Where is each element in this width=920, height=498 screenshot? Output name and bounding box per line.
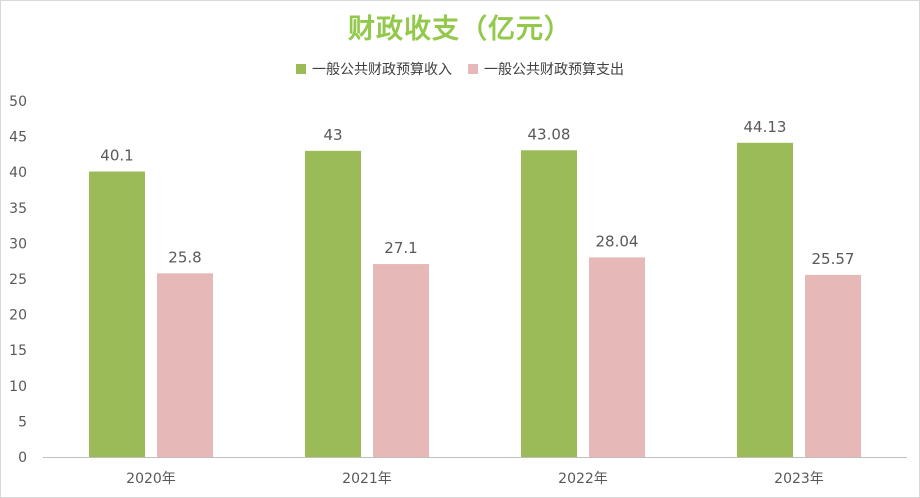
data-label: 25.57 bbox=[812, 250, 855, 268]
bar bbox=[589, 257, 645, 457]
chart-title: 财政收支（亿元） bbox=[348, 14, 572, 45]
y-tick-label: 30 bbox=[9, 236, 27, 252]
y-tick-label: 35 bbox=[9, 201, 27, 217]
y-tick-label: 20 bbox=[9, 308, 27, 324]
legend-swatch-income bbox=[296, 64, 306, 74]
bar bbox=[737, 142, 793, 457]
legend-label-expense: 一般公共财政预算支出 bbox=[484, 62, 624, 78]
y-tick-label: 5 bbox=[18, 414, 27, 430]
bar bbox=[305, 150, 361, 457]
bar bbox=[521, 150, 577, 458]
y-tick-label: 0 bbox=[18, 450, 27, 466]
y-tick-label: 15 bbox=[9, 343, 27, 359]
legend-swatch-expense bbox=[468, 64, 478, 74]
y-tick-label: 50 bbox=[9, 94, 27, 110]
legend-item-expense: 一般公共财政预算支出 bbox=[468, 59, 624, 79]
bar bbox=[805, 274, 861, 457]
x-tick-label: 2023年 bbox=[774, 471, 824, 487]
legend-label-income: 一般公共财政预算收入 bbox=[312, 62, 452, 78]
legend-item-income: 一般公共财政预算收入 bbox=[296, 59, 452, 79]
y-tick-label: 25 bbox=[9, 272, 27, 288]
y-tick-label: 45 bbox=[9, 130, 27, 146]
legend: 一般公共财政预算收入 一般公共财政预算支出 bbox=[1, 59, 919, 79]
x-tick-label: 2020年 bbox=[126, 471, 176, 487]
bar bbox=[373, 264, 429, 457]
bar bbox=[157, 273, 213, 457]
data-label: 40.1 bbox=[100, 146, 133, 164]
data-label: 27.1 bbox=[384, 239, 417, 257]
x-tick-label: 2021年 bbox=[342, 471, 392, 487]
y-tick-label: 10 bbox=[9, 379, 27, 395]
data-label: 25.8 bbox=[168, 248, 201, 266]
data-label: 44.13 bbox=[744, 118, 787, 136]
data-label: 28.04 bbox=[596, 232, 639, 250]
data-label: 43 bbox=[323, 126, 342, 144]
bar bbox=[89, 171, 145, 457]
x-tick-label: 2022年 bbox=[558, 471, 608, 487]
data-label: 43.08 bbox=[528, 125, 571, 143]
y-tick-label: 40 bbox=[9, 165, 27, 181]
